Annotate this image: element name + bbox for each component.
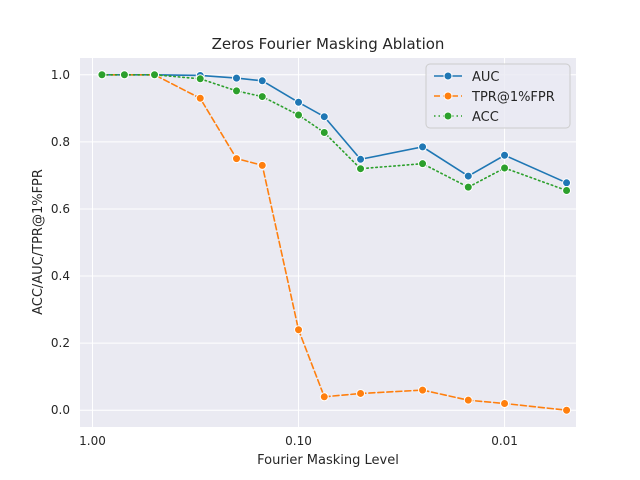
y-tick-label: 0.0 — [51, 403, 70, 417]
y-axis-label: ACC/AUC/TPR@1%FPR — [31, 169, 46, 315]
data-point — [119, 70, 129, 80]
data-point — [319, 127, 329, 137]
y-tick-label: 0.8 — [51, 135, 70, 149]
data-point — [418, 142, 428, 152]
data-point — [195, 93, 205, 103]
chart-title: Zeros Fourier Masking Ablation — [212, 35, 445, 53]
data-point — [294, 97, 304, 107]
y-tick-label: 1.0 — [51, 68, 70, 82]
data-point — [232, 73, 242, 83]
y-tick-label: 0.4 — [51, 269, 70, 283]
data-point — [500, 163, 510, 173]
data-point — [257, 76, 267, 86]
y-tick-label: 0.6 — [51, 202, 70, 216]
data-point — [463, 171, 473, 181]
legend-marker — [443, 111, 453, 121]
data-point — [150, 70, 160, 80]
data-point — [294, 325, 304, 335]
data-point — [562, 178, 572, 188]
x-axis-label: Fourier Masking Level — [257, 453, 399, 468]
data-point — [418, 159, 428, 169]
legend-label: AUC — [472, 70, 500, 85]
legend: AUC TPR@1%FPR ACC — [425, 63, 571, 129]
data-point — [500, 399, 510, 409]
legend-item: TPR@1%FPR — [434, 90, 555, 105]
data-point — [562, 405, 572, 415]
data-point — [463, 395, 473, 405]
series-layer — [97, 70, 572, 415]
legend-label: ACC — [472, 110, 499, 125]
x-tick-label: 0.01 — [491, 434, 518, 448]
data-point — [232, 154, 242, 164]
data-point — [195, 74, 205, 84]
legend-label: TPR@1%FPR — [471, 90, 555, 105]
data-point — [319, 112, 329, 122]
legend-box — [425, 63, 571, 129]
data-point — [232, 86, 242, 96]
data-point — [418, 385, 428, 395]
x-tick-label: 1.00 — [79, 434, 106, 448]
data-point — [463, 182, 473, 192]
data-point — [257, 92, 267, 102]
series-acc — [97, 70, 572, 196]
data-point — [356, 388, 366, 398]
legend-marker — [443, 71, 453, 81]
legend-item: ACC — [434, 110, 499, 125]
ticks: 1.00 0.10 0.01 0.0 0.2 0.4 0.6 0.8 1.0 — [51, 68, 518, 448]
legend-marker — [443, 91, 453, 101]
data-point — [97, 70, 107, 80]
y-tick-label: 0.2 — [51, 336, 70, 350]
data-point — [356, 164, 366, 174]
data-point — [356, 154, 366, 164]
x-tick-label: 0.10 — [285, 434, 312, 448]
data-point — [257, 160, 267, 170]
legend-item: AUC — [434, 70, 500, 85]
data-point — [319, 392, 329, 402]
data-point — [562, 186, 572, 196]
data-point — [500, 150, 510, 160]
data-point — [294, 110, 304, 120]
